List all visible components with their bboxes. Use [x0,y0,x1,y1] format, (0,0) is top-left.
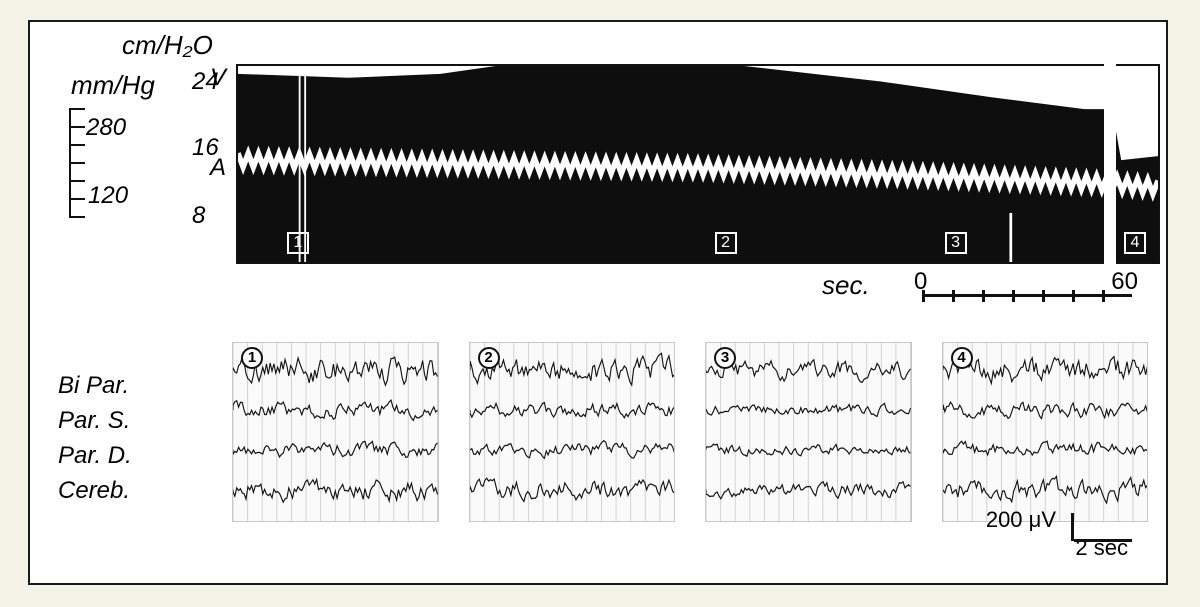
time-minor-tick [952,290,955,302]
figure-frame: cm/H₂O mm/Hg 280 120 24 16 8 V A [28,20,1168,585]
chart-break [1104,64,1116,268]
upper-chart-svg [238,66,1158,262]
eeg-panel-number: 3 [714,347,736,369]
time-minor-tick [1042,290,1045,302]
unit-mmhg-label: mm/Hg [71,70,155,101]
segment-marker-2: 2 [715,232,737,254]
eeg-panel-4: 4 [942,342,1149,522]
mmhg-tick-120: 120 [88,182,128,210]
time-minor-tick [1102,290,1105,302]
time-minor-tick [1072,290,1075,302]
ch-pard: Par. D. [58,438,228,473]
eeg-panel-number: 4 [951,347,973,369]
time-tick-60: 60 [1111,268,1138,296]
eeg-panel-number: 2 [478,347,500,369]
mmhg-tick-280: 280 [86,114,126,142]
mmhg-ruler [69,108,87,218]
scale-bar: 200 μV 2 sec [932,507,1132,567]
ch-pars: Par. S. [58,403,228,438]
time-minor-tick [982,290,985,302]
eeg-channel-labels: Bi Par. Par. S. Par. D. Cereb. [58,368,228,508]
eeg-panel-3: 3 [705,342,912,522]
segment-marker-4: 4 [1124,232,1146,254]
time-axis: sec. 0 60 [892,276,1132,312]
ch-cereb: Cereb. [58,473,228,508]
figure-inner: cm/H₂O mm/Hg 280 120 24 16 8 V A [36,26,1160,579]
segment-marker-1: 1 [287,232,309,254]
trace-V-label: V [210,64,226,92]
unit-cmh2o-label: cm/H₂O [122,30,213,61]
cmh2o-8: 8 [192,202,205,230]
eeg-grid: 1 2 3 4 [232,342,1148,522]
scale-L-horiz [1074,539,1132,542]
time-axis-label: sec. [822,270,870,301]
time-tick-0: 0 [914,268,927,296]
scale-voltage: 200 μV [986,507,1056,533]
eeg-panel-1: 1 [232,342,439,522]
left-axes-group: cm/H₂O mm/Hg 280 120 24 16 8 [36,26,236,286]
lower-panel: Bi Par. Par. S. Par. D. Cereb. 1 2 3 4 200 … [36,332,1160,579]
eeg-panel-number: 1 [241,347,263,369]
segment-marker-3: 3 [945,232,967,254]
trace-A-label: A [210,154,226,182]
upper-panel: cm/H₂O mm/Hg 280 120 24 16 8 V A [36,26,1160,286]
scale-L-vert [1071,513,1074,541]
upper-strip-chart: 1 2 3 4 [236,64,1160,264]
eeg-panel-2: 2 [469,342,676,522]
time-minor-tick [1012,290,1015,302]
ch-bipar: Bi Par. [58,368,228,403]
